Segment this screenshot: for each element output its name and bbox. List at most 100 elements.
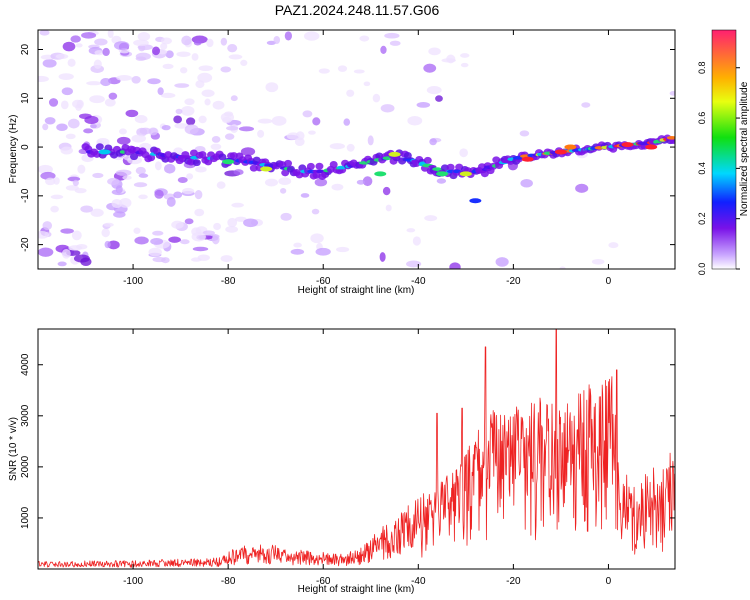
- spectrogram-cell: [113, 41, 130, 51]
- spectrogram-cell: [406, 260, 422, 268]
- spectrogram-ridge-cell: [315, 162, 324, 170]
- spectrogram-cell: [194, 208, 205, 217]
- spectrogram-cell: [363, 81, 371, 87]
- spectrogram-cell: [42, 59, 57, 68]
- spectrogram-cell: [311, 208, 320, 215]
- spectrogram-cell: [165, 50, 174, 59]
- spectrogram-cell: [449, 262, 461, 269]
- spectrogram-cell: [608, 242, 619, 249]
- spectrogram-cell: [161, 125, 171, 131]
- snr-x-label: Height of straight line (km): [298, 584, 415, 595]
- spectrogram-cell: [265, 82, 279, 93]
- spectrogram-peak: [521, 156, 534, 162]
- spectrogram-cell: [60, 100, 69, 110]
- spectrogram-cell: [180, 239, 190, 245]
- spectrogram-cell: [40, 171, 56, 180]
- spectrogram-cell: [303, 31, 320, 41]
- spectrogram-cell: [174, 123, 189, 129]
- spectrogram-ridge-cell: [95, 143, 104, 151]
- spectrogram-cell: [136, 127, 148, 137]
- spectrogram-cell: [224, 133, 235, 140]
- spectrogram-cell: [424, 215, 438, 222]
- spectrogram-cell: [157, 87, 164, 95]
- spectrogram-xtick-label: -80: [221, 276, 236, 287]
- spectrogram-cell: [55, 53, 69, 59]
- spectrogram-cell: [233, 169, 244, 176]
- spectrogram-cell: [257, 118, 273, 124]
- spectrogram-cell: [243, 218, 259, 228]
- spectrogram-cell: [428, 47, 441, 56]
- spectrogram-cell: [152, 46, 161, 56]
- spectrogram-cell: [58, 73, 74, 81]
- spectrogram-peak: [645, 144, 658, 150]
- spectrogram-cell: [103, 222, 114, 227]
- spectrogram-peak: [436, 171, 449, 177]
- spectrogram-cell: [195, 80, 205, 89]
- spectrogram-ridge-cell: [329, 160, 338, 168]
- spectrogram-cell: [138, 194, 148, 200]
- spectrogram-cell: [192, 246, 209, 252]
- spectrogram-ridge-cell: [229, 152, 238, 160]
- spectrogram-cell: [133, 227, 141, 235]
- spectrogram-cell: [186, 117, 196, 126]
- spectrogram-cell: [133, 182, 148, 188]
- spectrogram-cell: [177, 177, 188, 184]
- spectrogram-cell: [92, 172, 104, 179]
- spectrogram-cell: [435, 95, 443, 102]
- spectrogram-cell: [212, 100, 225, 110]
- spectrogram-ridge-cell: [446, 163, 455, 171]
- spectrogram-cell: [228, 54, 243, 60]
- spectrogram-cell: [71, 230, 82, 241]
- spectrogram-cell: [216, 181, 226, 189]
- spectrogram-cell: [38, 230, 50, 239]
- spectrogram-cell: [406, 228, 416, 233]
- spectrogram-ytick-label: 10: [20, 92, 31, 104]
- spectrogram-cell: [331, 183, 344, 191]
- spectrogram-xtick-label: -40: [411, 276, 426, 287]
- spectrogram-cell: [76, 99, 84, 109]
- snr-xtick-label: -60: [316, 576, 331, 587]
- spectrogram-peak: [564, 144, 577, 150]
- spectrogram-cell: [226, 125, 239, 131]
- snr-ytick-label: 4000: [20, 353, 31, 376]
- spectrogram-cell: [56, 123, 68, 131]
- spectrogram-cell: [42, 123, 49, 131]
- spectrogram-xtick-label: -100: [123, 276, 143, 287]
- spectrogram-cell: [181, 35, 192, 46]
- spectrogram-cell: [67, 118, 80, 129]
- spectrogram-cell: [134, 114, 148, 124]
- spectrogram-cell: [380, 45, 387, 55]
- spectrogram-cell: [329, 143, 345, 150]
- spectrogram-ridge-cell: [284, 159, 293, 167]
- spectrogram-cell: [90, 124, 97, 129]
- spectrogram-cell: [176, 51, 191, 57]
- spectrogram-peak: [469, 198, 482, 204]
- spectrogram-ytick-label: 0: [20, 144, 31, 150]
- spectrogram-peak: [374, 171, 387, 177]
- spectrogram-cell: [119, 197, 132, 208]
- spectrogram-cell: [240, 147, 256, 156]
- spectrogram-cell: [81, 32, 97, 39]
- spectrogram-cell: [238, 126, 255, 132]
- spectrogram-cell: [224, 111, 234, 117]
- spectrogram-cell: [213, 222, 222, 231]
- spectrogram-ridge-cell: [147, 154, 156, 162]
- snr-panel: -100 -80 -60 -40 -20 0 1000 2000 3000 4000 Heigh…: [8, 328, 676, 595]
- spectrogram-cell: [372, 93, 381, 103]
- spectrogram-cell: [113, 211, 126, 218]
- spectrogram-cell: [343, 118, 351, 126]
- spectrogram-cell: [107, 177, 120, 186]
- colorbar: 0.0 0.2 0.4 0.6 0.8 Normalized spectral ampl…: [697, 29, 750, 275]
- spectrogram-cell: [206, 38, 214, 48]
- snr-xtick-label: -20: [506, 576, 521, 587]
- spectrogram-cell: [202, 230, 215, 236]
- spectrogram-cell: [273, 36, 281, 45]
- spectrogram-ridge-cell: [130, 153, 139, 161]
- spectrogram-cell: [104, 98, 116, 107]
- spectrogram-cell: [90, 208, 104, 217]
- spectrogram-ridge-cell: [423, 156, 432, 164]
- spectrogram-cell: [198, 115, 207, 124]
- spectrogram-cell: [220, 255, 233, 263]
- spectrogram-cell: [152, 230, 164, 236]
- spectrogram-cell: [384, 32, 400, 39]
